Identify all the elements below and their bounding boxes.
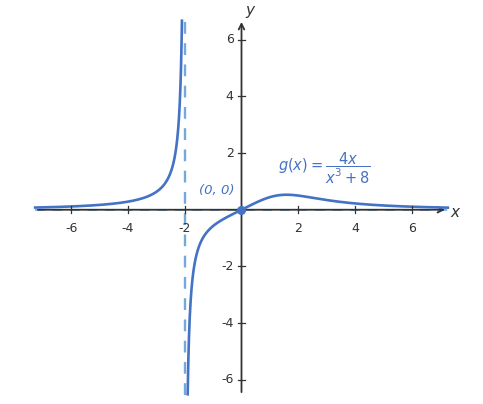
Text: 2: 2 <box>226 147 234 160</box>
Text: -6: -6 <box>65 222 77 235</box>
Text: -4: -4 <box>122 222 134 235</box>
Text: 6: 6 <box>226 33 234 46</box>
Text: y: y <box>246 3 255 18</box>
Text: 4: 4 <box>351 222 359 235</box>
Text: 6: 6 <box>408 222 415 235</box>
Text: -2: -2 <box>179 222 191 235</box>
Text: x: x <box>451 205 460 220</box>
Text: -2: -2 <box>221 260 234 273</box>
Text: $g(x) = \dfrac{4x}{x^3+8}$: $g(x) = \dfrac{4x}{x^3+8}$ <box>278 151 371 187</box>
Text: 2: 2 <box>294 222 302 235</box>
Text: 4: 4 <box>226 90 234 103</box>
Text: (0, 0): (0, 0) <box>199 184 234 197</box>
Text: -4: -4 <box>221 317 234 330</box>
Text: -6: -6 <box>221 373 234 386</box>
